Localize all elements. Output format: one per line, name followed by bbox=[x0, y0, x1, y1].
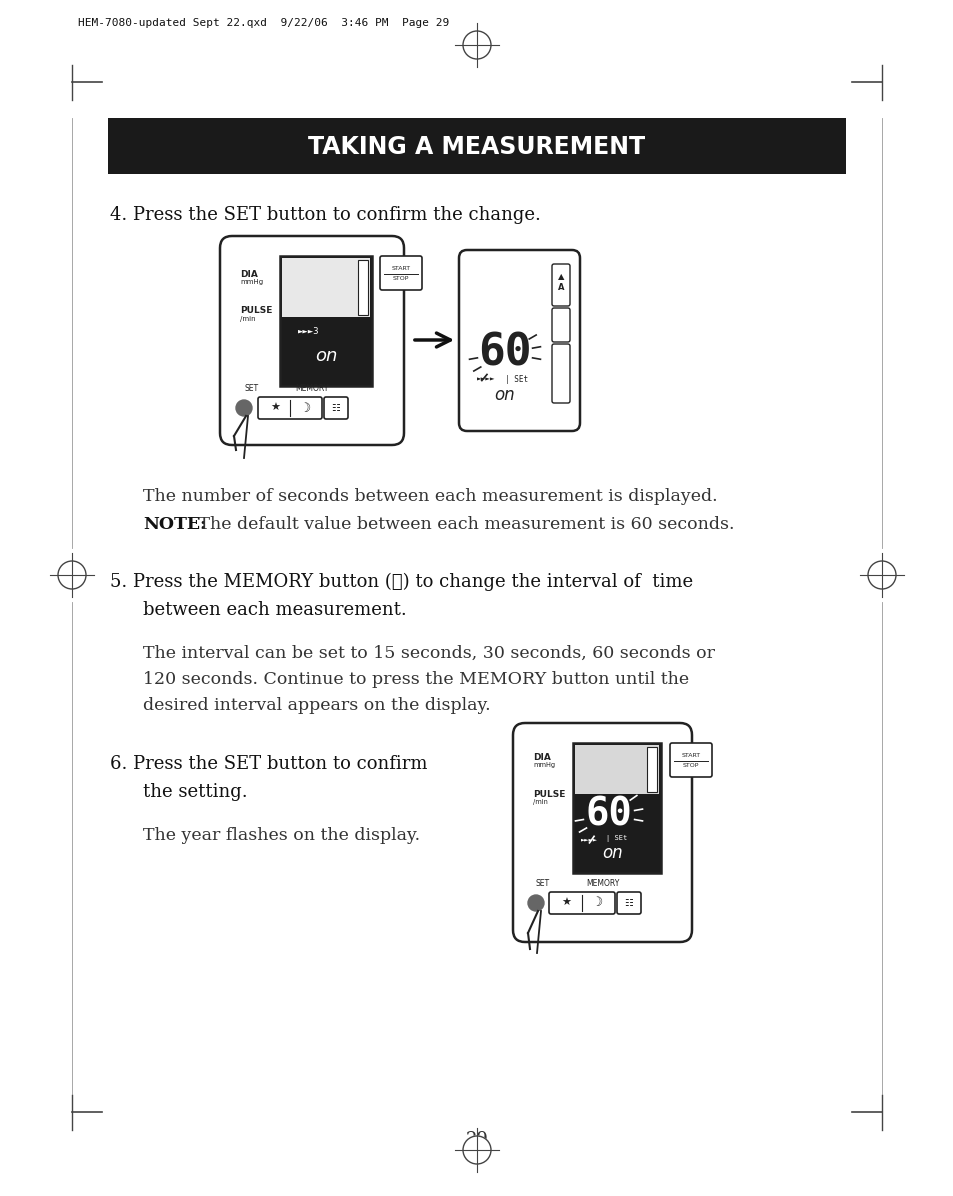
Text: MEMORY: MEMORY bbox=[295, 384, 329, 393]
Text: 5. Press the MEMORY button (Ⓓ) to change the interval of  time: 5. Press the MEMORY button (Ⓓ) to change… bbox=[110, 573, 693, 591]
Text: on: on bbox=[495, 386, 515, 404]
Bar bbox=[280, 256, 372, 386]
Text: TAKING A MEASUREMENT: TAKING A MEASUREMENT bbox=[308, 135, 645, 159]
FancyBboxPatch shape bbox=[548, 892, 615, 914]
Text: between each measurement.: between each measurement. bbox=[143, 602, 406, 620]
Text: 60: 60 bbox=[477, 331, 531, 374]
Text: DIA: DIA bbox=[533, 753, 550, 762]
Text: ►►►3: ►►►3 bbox=[297, 327, 319, 336]
Text: DIA: DIA bbox=[240, 270, 257, 279]
Text: SET: SET bbox=[245, 384, 259, 393]
FancyBboxPatch shape bbox=[552, 309, 569, 342]
Circle shape bbox=[867, 561, 895, 588]
FancyBboxPatch shape bbox=[458, 250, 579, 431]
FancyBboxPatch shape bbox=[552, 264, 569, 306]
Text: ★: ★ bbox=[270, 403, 280, 413]
Text: PULSE: PULSE bbox=[240, 306, 273, 315]
Bar bbox=[646, 748, 657, 793]
Text: HEM-7080-updated Sept 22.qxd  9/22/06  3:46 PM  Page 29: HEM-7080-updated Sept 22.qxd 9/22/06 3:4… bbox=[78, 18, 449, 28]
Text: 29: 29 bbox=[465, 1131, 488, 1149]
Circle shape bbox=[462, 1136, 491, 1164]
Text: START: START bbox=[391, 266, 410, 271]
Text: on: on bbox=[314, 347, 336, 365]
Circle shape bbox=[235, 399, 252, 416]
Text: The default value between each measurement is 60 seconds.: The default value between each measureme… bbox=[193, 515, 734, 533]
Text: | SEt: | SEt bbox=[605, 836, 626, 842]
Text: /min: /min bbox=[240, 316, 255, 322]
Bar bbox=[573, 743, 660, 873]
Text: 6. Press the SET button to confirm: 6. Press the SET button to confirm bbox=[110, 755, 427, 773]
Text: mmHg: mmHg bbox=[533, 762, 555, 768]
FancyBboxPatch shape bbox=[552, 344, 569, 403]
Text: 120 seconds. Continue to press the MEMORY button until the: 120 seconds. Continue to press the MEMOR… bbox=[143, 671, 688, 688]
Text: STOP: STOP bbox=[393, 276, 409, 281]
FancyBboxPatch shape bbox=[257, 397, 322, 419]
Text: STOP: STOP bbox=[682, 763, 699, 768]
Text: ☷: ☷ bbox=[624, 898, 633, 908]
Text: ▲: ▲ bbox=[558, 273, 563, 281]
Circle shape bbox=[462, 31, 491, 59]
Text: ►►►►: ►►►► bbox=[476, 374, 495, 384]
Circle shape bbox=[527, 895, 543, 911]
Text: mmHg: mmHg bbox=[240, 279, 263, 285]
FancyBboxPatch shape bbox=[513, 724, 691, 942]
Bar bbox=[357, 260, 368, 315]
Text: | SEt: | SEt bbox=[504, 374, 528, 384]
Text: SET: SET bbox=[536, 879, 550, 887]
Text: NOTE:: NOTE: bbox=[143, 515, 206, 533]
Text: A: A bbox=[558, 283, 563, 293]
Bar bbox=[108, 118, 845, 173]
FancyBboxPatch shape bbox=[617, 892, 640, 914]
Circle shape bbox=[58, 561, 86, 588]
Text: ☽: ☽ bbox=[591, 897, 602, 909]
Text: The year flashes on the display.: The year flashes on the display. bbox=[143, 826, 419, 844]
Text: MEMORY: MEMORY bbox=[586, 879, 619, 887]
Text: /min: /min bbox=[533, 799, 547, 805]
Text: ☽: ☽ bbox=[299, 402, 311, 415]
Text: The number of seconds between each measurement is displayed.: The number of seconds between each measu… bbox=[143, 488, 717, 505]
Text: 4. Press the SET button to confirm the change.: 4. Press the SET button to confirm the c… bbox=[110, 206, 540, 224]
Text: ☷: ☷ bbox=[332, 403, 340, 413]
Text: 60: 60 bbox=[585, 797, 632, 834]
Text: the setting.: the setting. bbox=[143, 783, 248, 801]
Bar bbox=[282, 258, 370, 317]
FancyBboxPatch shape bbox=[669, 743, 711, 777]
Text: ►►►►: ►►►► bbox=[580, 836, 598, 842]
Text: on: on bbox=[602, 844, 622, 862]
Bar bbox=[575, 745, 659, 794]
Text: START: START bbox=[680, 753, 700, 758]
FancyBboxPatch shape bbox=[324, 397, 348, 419]
FancyBboxPatch shape bbox=[379, 256, 421, 289]
Text: ★: ★ bbox=[560, 898, 571, 908]
Text: PULSE: PULSE bbox=[533, 791, 565, 799]
Text: desired interval appears on the display.: desired interval appears on the display. bbox=[143, 697, 490, 714]
FancyBboxPatch shape bbox=[220, 236, 403, 445]
Text: The interval can be set to 15 seconds, 30 seconds, 60 seconds or: The interval can be set to 15 seconds, 3… bbox=[143, 645, 714, 663]
